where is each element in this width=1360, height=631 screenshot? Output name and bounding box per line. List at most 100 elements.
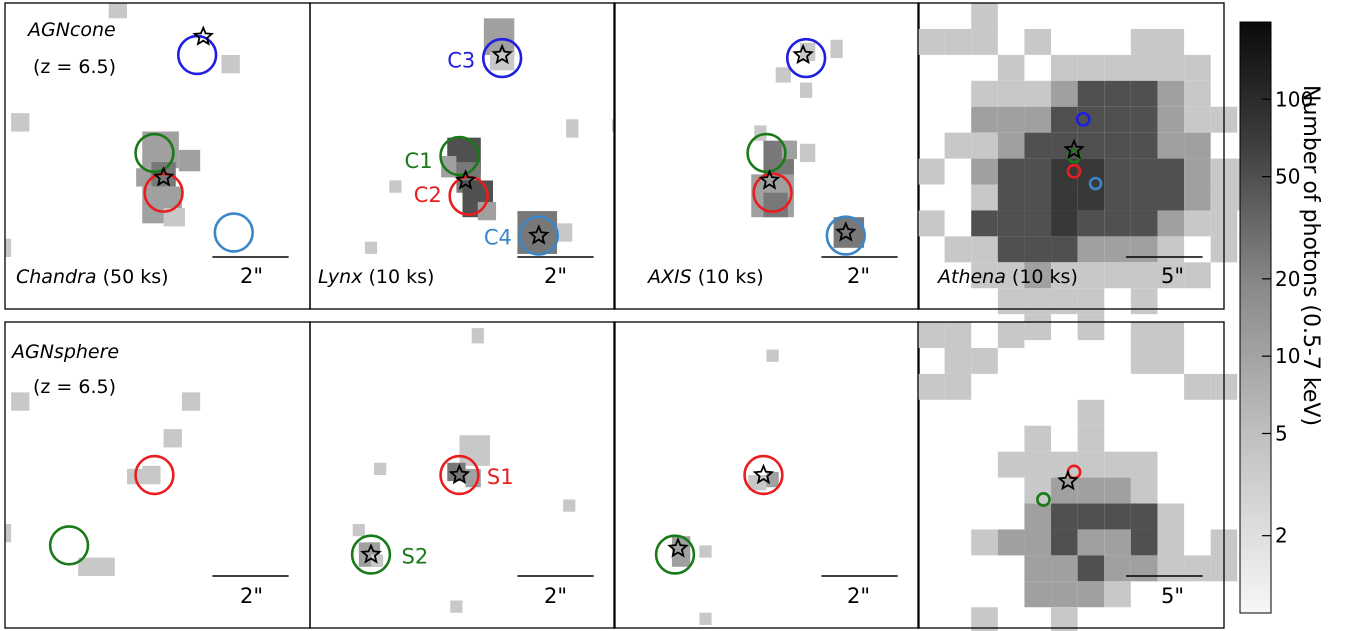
panels-layer: C3 C1 C2 C4 S1 S2 [4, 2, 1264, 631]
photon-pixel [1024, 80, 1052, 107]
photon-pixel [800, 82, 813, 98]
photon-pixel [1184, 262, 1211, 289]
photon-pixel [1130, 54, 1158, 81]
photon-pixel [1077, 581, 1105, 608]
photon-pixel [1184, 132, 1211, 159]
source-circle-green [1066, 148, 1082, 164]
photon-pixel [1077, 54, 1105, 81]
photon-pixel [1104, 503, 1131, 530]
photon-pixel [944, 322, 972, 348]
photon-pixel [1157, 347, 1185, 374]
photon-pixel [1051, 529, 1078, 556]
telescope-name: AXIS [646, 266, 692, 288]
photon-pixel [1130, 262, 1158, 289]
photon-pixel [1157, 54, 1185, 81]
colorbar [1239, 21, 1272, 614]
photon-pixel [1051, 80, 1078, 107]
colorbar-tick-label: 100 [1275, 87, 1313, 111]
photon-pixel [1024, 555, 1052, 582]
photon-pixel [1104, 451, 1131, 478]
source-label-c2: C2 [414, 183, 442, 207]
photon-pixel [997, 132, 1025, 159]
photon-pixel [830, 39, 843, 59]
panel-frame [613, 321, 920, 629]
photon-pixel [997, 158, 1025, 185]
photon-pixel [1130, 477, 1158, 504]
photon-pixel [971, 106, 998, 133]
photon-pixel [997, 451, 1025, 478]
photon-pixel [1184, 158, 1211, 185]
source-circle-lightblue [1088, 176, 1103, 191]
photon-pixel [142, 465, 161, 485]
panel-r2c4 [917, 321, 1238, 631]
svg-text:Athena (10 ks): Athena (10 ks) [936, 266, 1078, 288]
photon-pixel [1184, 184, 1211, 211]
source-circle-blue [1075, 111, 1091, 127]
row1-model-label: AGNcone [26, 19, 116, 41]
panel-frame [613, 2, 920, 310]
source-circle-lightblue [825, 215, 867, 256]
photon-pixel [221, 55, 240, 74]
panel-r1c2: C3 C1 C2 C4 [309, 2, 616, 310]
panel-frame [309, 2, 616, 310]
source-circle-c1 [439, 135, 480, 177]
photon-pixel [1077, 288, 1105, 315]
panel-r2c1 [4, 321, 311, 629]
photon-pixel [1077, 503, 1105, 530]
scalebar-label-r1c4: 5" [1161, 264, 1184, 288]
photon-pixel [1130, 106, 1158, 133]
colorbar-ticks: 100 50 20 10 5 2 [1262, 87, 1313, 548]
colorbar-tick-label: 20 [1275, 267, 1300, 291]
photon-pixel [1104, 529, 1131, 556]
photon-pixel [997, 210, 1025, 237]
photon-pixel [1130, 503, 1158, 530]
telescope-name: Lynx [318, 266, 363, 288]
photon-pixel [1157, 158, 1185, 185]
photon-pixel [352, 523, 365, 537]
photon-pixel [1157, 503, 1185, 530]
photon-pixel [944, 236, 972, 263]
photon-pixel [997, 262, 1025, 289]
photon-pixel [971, 80, 998, 107]
panel-r2c3 [613, 321, 920, 629]
photon-pixel [1077, 80, 1105, 107]
photon-pixel [1077, 399, 1105, 426]
telescope-label-lynx: Lynx (10 ks) [318, 266, 434, 288]
photon-pixel [1157, 106, 1185, 133]
star-marker [834, 221, 857, 242]
source-label-c4: C4 [484, 226, 512, 250]
photon-pixel [1184, 555, 1211, 582]
photon-pixel [997, 54, 1025, 81]
scalebar-label-r1c2: 2" [544, 264, 567, 288]
photon-pixel [563, 499, 576, 512]
photon-pixel [1077, 210, 1105, 237]
source-circle-blue [176, 34, 218, 76]
photon-pixel [1024, 529, 1052, 556]
source-circle-red [143, 172, 184, 213]
photon-pixel [1184, 373, 1211, 400]
photon-pixel [1130, 555, 1158, 582]
star-marker [667, 537, 689, 558]
photon-pixel [944, 347, 972, 374]
telescope-label-athena: Athena (10 ks) [936, 266, 1078, 288]
photon-pixel [997, 529, 1025, 556]
photon-pixel [971, 210, 998, 237]
star-marker [454, 169, 477, 190]
photon-pixel [1130, 132, 1158, 159]
photon-pixel [1104, 210, 1131, 237]
photon-pixel [11, 392, 30, 411]
photon-pixel [78, 557, 115, 576]
source-circle-red [752, 172, 793, 213]
star-marker [448, 463, 471, 485]
photon-pixel [971, 184, 998, 211]
photon-pixel [1130, 80, 1158, 107]
photon-pixel [1104, 132, 1131, 159]
photon-pixel [1077, 314, 1105, 341]
photon-pixel [1024, 288, 1052, 315]
source-circle-blue [785, 37, 827, 79]
star-marker [758, 169, 781, 190]
photon-pixel [1024, 210, 1052, 237]
source-circle-red [1066, 163, 1082, 179]
exposure: (10 ks) [369, 266, 435, 288]
photon-pixel [163, 429, 182, 448]
